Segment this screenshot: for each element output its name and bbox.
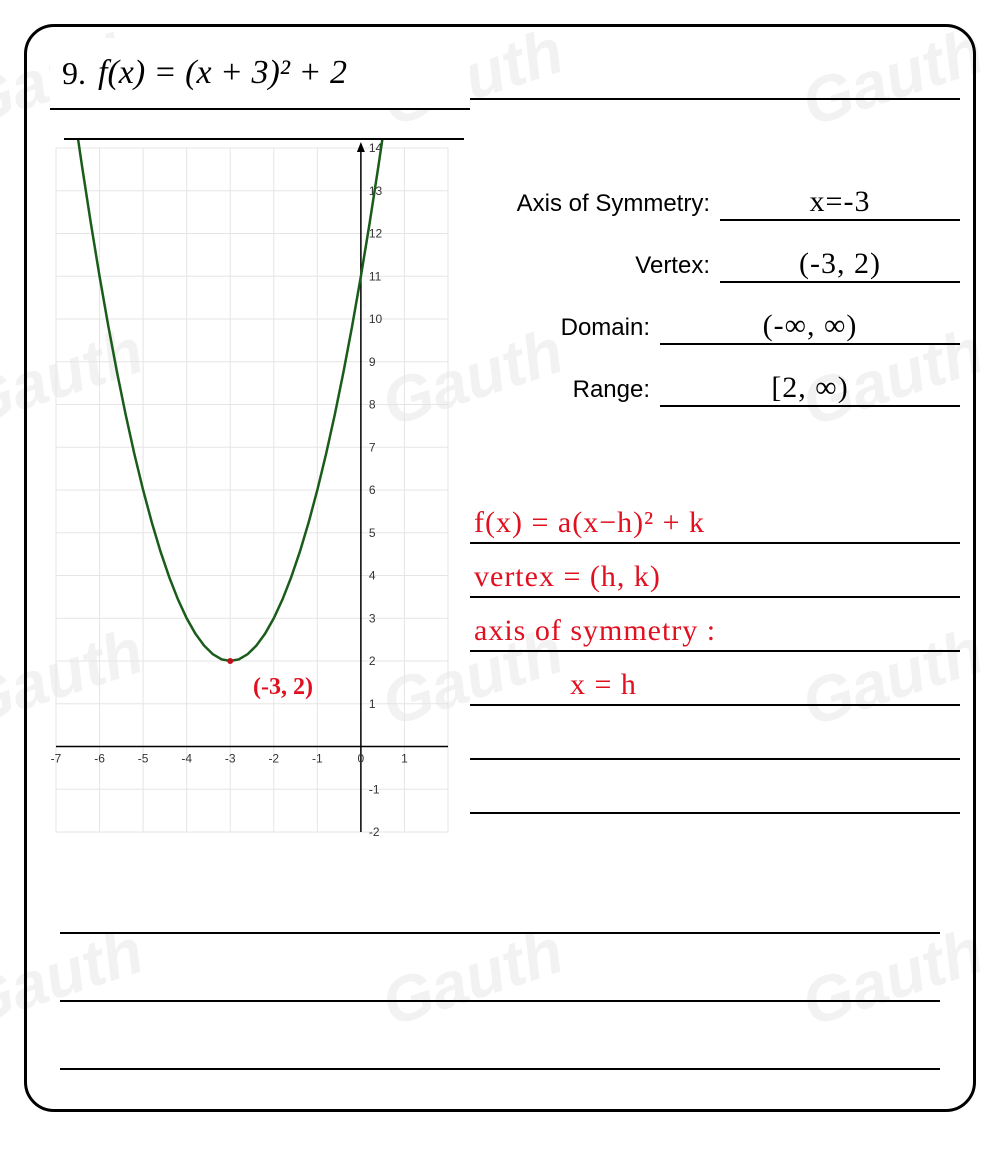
note-line: axis of symmetry : — [470, 598, 960, 652]
label-domain: Domain: — [561, 314, 650, 342]
parabola-graph: -7-6-5-4-3-2-101-2-11234567891011121314 — [48, 140, 456, 840]
svg-text:4: 4 — [369, 569, 376, 583]
svg-text:10: 10 — [369, 312, 383, 326]
note-text-1: f(x) = a(x−h)² + k — [474, 506, 705, 540]
label-axis-of-symmetry: Axis of Symmetry: — [517, 190, 710, 218]
note-text-2: vertex = (h, k) — [474, 560, 661, 594]
bottom-rule-line — [60, 1068, 940, 1070]
svg-text:5: 5 — [369, 526, 376, 540]
problem-equation-box: 9. f(x) = (x + 3)² + 2 — [50, 38, 470, 110]
label-range: Range: — [573, 376, 650, 404]
note-text-3: axis of symmetry : — [474, 614, 716, 648]
note-line: f(x) = a(x−h)² + k — [470, 490, 960, 544]
answer-row-vertex: Vertex: (-3, 2) — [470, 247, 960, 283]
svg-text:-2: -2 — [369, 825, 380, 839]
svg-text:-1: -1 — [369, 782, 380, 796]
svg-text:7: 7 — [369, 440, 376, 454]
svg-text:-5: -5 — [138, 752, 149, 766]
svg-text:12: 12 — [369, 227, 383, 241]
note-line — [470, 706, 960, 760]
note-text-4: x = h — [570, 668, 637, 702]
notes-section: f(x) = a(x−h)² + k vertex = (h, k) axis … — [470, 490, 960, 814]
svg-text:-2: -2 — [268, 752, 279, 766]
svg-text:-6: -6 — [94, 752, 105, 766]
svg-text:2: 2 — [369, 654, 376, 668]
problem-equation: f(x) = (x + 3)² + 2 — [98, 54, 347, 92]
answer-row-domain: Domain: (-∞, ∞) — [470, 309, 960, 345]
svg-text:-4: -4 — [181, 752, 192, 766]
note-line: vertex = (h, k) — [470, 544, 960, 598]
svg-text:3: 3 — [369, 611, 376, 625]
bottom-rule-line — [60, 1000, 940, 1002]
bottom-rule-line — [60, 932, 940, 934]
svg-text:11: 11 — [369, 269, 382, 283]
value-vertex: (-3, 2) — [799, 247, 881, 280]
header-rule-line — [470, 98, 960, 100]
answer-row-range: Range: [2, ∞) — [470, 371, 960, 407]
note-line: x = h — [470, 652, 960, 706]
svg-text:-7: -7 — [51, 752, 62, 766]
vertex-point-label: (-3, 2) — [253, 674, 313, 701]
answers-section: Axis of Symmetry: x=-3 Vertex: (-3, 2) D… — [470, 175, 960, 433]
problem-number: 9. — [62, 55, 86, 92]
svg-text:9: 9 — [369, 355, 376, 369]
label-vertex: Vertex: — [635, 252, 710, 280]
svg-text:-1: -1 — [312, 752, 323, 766]
svg-text:-3: -3 — [225, 752, 236, 766]
value-axis-of-symmetry: x=-3 — [810, 185, 871, 218]
svg-text:0: 0 — [358, 752, 365, 766]
svg-text:6: 6 — [369, 483, 376, 497]
value-range: [2, ∞) — [771, 371, 848, 404]
svg-text:1: 1 — [369, 697, 376, 711]
svg-text:8: 8 — [369, 398, 376, 412]
note-line — [470, 760, 960, 814]
answer-row-axis: Axis of Symmetry: x=-3 — [470, 185, 960, 221]
svg-text:1: 1 — [401, 752, 408, 766]
graph-panel: -7-6-5-4-3-2-101-2-11234567891011121314 — [48, 140, 456, 840]
value-domain: (-∞, ∞) — [763, 309, 858, 342]
